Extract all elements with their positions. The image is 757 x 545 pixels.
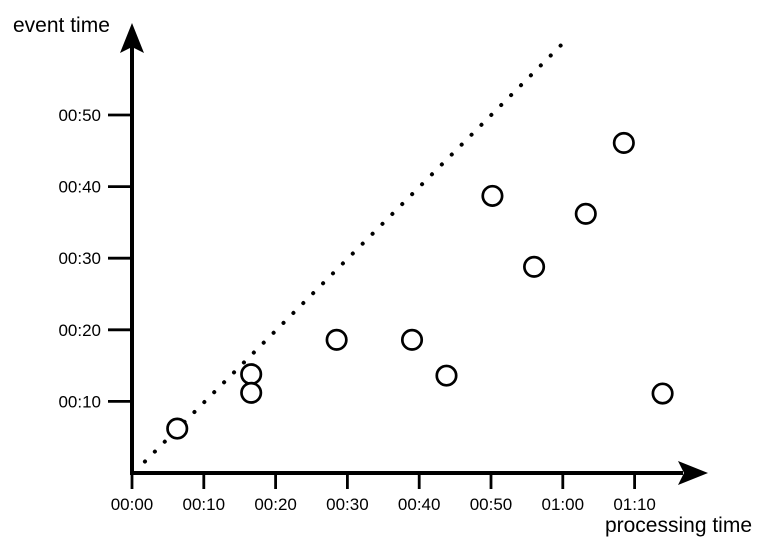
x-axis-title: processing time — [604, 514, 752, 537]
data-point — [481, 184, 504, 207]
x-axis-arrowhead-icon — [678, 461, 708, 485]
data-point — [240, 381, 263, 404]
x-tick-label: 01:10 — [613, 495, 656, 514]
x-tick-label: 00:20 — [254, 495, 297, 514]
x-tick-label: 00:50 — [470, 495, 513, 514]
x-tick-label: 01:00 — [542, 495, 585, 514]
x-tick-label: 00:10 — [183, 495, 226, 514]
data-point — [240, 363, 263, 386]
data-point — [166, 417, 189, 440]
y-axis-title: event time — [13, 14, 110, 37]
x-tick-label: 00:30 — [326, 495, 369, 514]
x-tick-label: 00:00 — [111, 495, 154, 514]
data-point — [651, 382, 674, 405]
data-point — [612, 131, 635, 154]
data-point — [400, 328, 424, 351]
x-tick-label: 00:40 — [398, 495, 441, 514]
y-tick-label: 00:50 — [58, 106, 101, 125]
data-point — [325, 328, 348, 351]
y-tick-label: 00:10 — [58, 392, 101, 411]
data-point — [574, 202, 597, 225]
y-tick-label: 00:40 — [58, 178, 101, 197]
ideal-reference-line — [142, 41, 565, 464]
y-axis-arrowhead-icon — [120, 23, 144, 53]
y-tick-label: 00:30 — [58, 249, 101, 268]
data-point — [523, 255, 546, 278]
y-tick-label: 00:20 — [58, 321, 101, 340]
data-point — [435, 364, 458, 387]
